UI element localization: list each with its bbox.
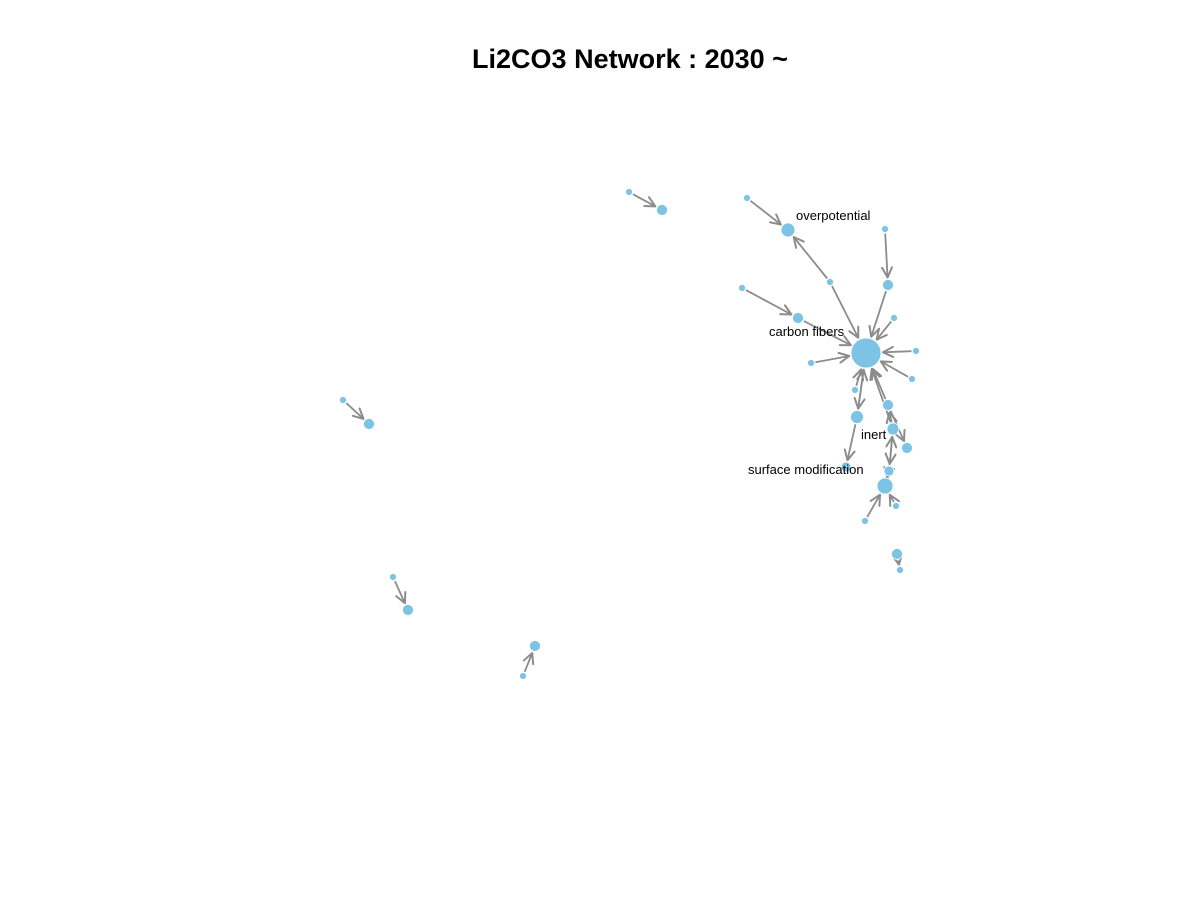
edge-n22-n23 [345,402,365,420]
edge-n1-n2 [632,193,657,208]
edge-cf-hub [803,320,852,347]
edge-n7-cf [745,289,793,316]
node-n15 [901,442,913,454]
edge-inert-n16 [884,435,897,465]
edge-n13-sm [843,424,857,462]
node-n17 [876,477,894,495]
node-label-overpotential: overpotential [796,208,871,223]
edge-n3-ov [749,200,782,226]
edge-n18-n17 [888,493,900,507]
node-n13 [850,410,864,424]
node-n16 [883,465,895,477]
edge-n5-hub [868,290,887,338]
node-n6 [826,278,834,286]
edge-n13-hub [856,368,869,410]
edge-n9-hub [882,345,912,358]
node-n3 [743,194,751,202]
node-n7 [738,284,746,292]
edge-n6-ov [792,236,828,280]
edge-n6-hub [831,285,860,339]
node-n2 [656,204,668,216]
node-sm [840,461,852,473]
node-n4 [881,225,889,233]
edge-n19-n17 [866,493,881,518]
edge-n14-hub [870,367,887,400]
node-n27 [529,640,541,652]
node-cf [792,312,804,324]
edge-n10-hub [879,360,909,378]
edge-n8-hub [875,320,892,341]
node-n10 [908,375,916,383]
node-label-surface-modification: surface modification [748,462,864,477]
node-label-inert: inert [861,427,887,442]
node-n8 [890,314,898,322]
edge-n12-hub [852,368,865,386]
node-hub [850,337,882,369]
node-inert [886,422,900,436]
node-n18 [892,502,900,510]
edge-n20-n21 [891,552,904,566]
edge-inert-hub [869,368,892,423]
node-n25 [402,604,414,616]
edge-inert-n14 [885,411,898,425]
node-n23 [363,418,375,430]
node-n22 [339,396,347,404]
node-n12 [851,386,859,394]
node-layer [339,188,920,680]
node-n14 [882,399,894,411]
edge-n11-hub [815,351,851,364]
node-label-carbon-fibers: carbon fibers [769,324,845,339]
edge-n26-n27 [522,652,535,673]
network-title: Li2CO3 Network : 2030 ~ [472,44,788,74]
node-n11 [807,359,815,367]
edge-n4-n5 [881,233,894,279]
node-n20 [891,548,903,560]
node-n26 [519,672,527,680]
label-layer: overpotential carbon fibers inert surfac… [748,208,887,477]
edge-n24-n25 [394,580,407,605]
node-n5 [882,279,894,291]
node-n24 [389,573,397,581]
node-n9 [912,347,920,355]
node-ov [780,222,796,238]
node-n21 [896,566,904,574]
edge-layer [345,193,912,673]
node-n1 [625,188,633,196]
node-n19 [861,517,869,525]
